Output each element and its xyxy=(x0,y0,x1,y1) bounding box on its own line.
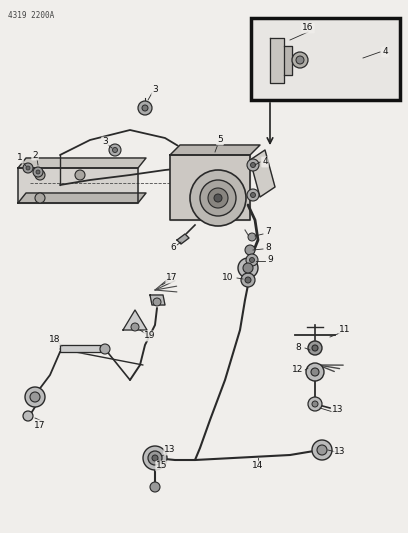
Polygon shape xyxy=(60,345,100,352)
Circle shape xyxy=(143,446,167,470)
Circle shape xyxy=(214,194,222,202)
Circle shape xyxy=(246,254,258,266)
Text: 2: 2 xyxy=(32,150,38,159)
Text: 19: 19 xyxy=(144,332,156,341)
Circle shape xyxy=(308,341,322,355)
Text: 14: 14 xyxy=(252,462,264,471)
Circle shape xyxy=(148,451,162,465)
Text: 15: 15 xyxy=(156,462,168,471)
Circle shape xyxy=(35,170,45,180)
Text: 4319 2200A: 4319 2200A xyxy=(8,11,54,20)
Circle shape xyxy=(250,257,255,262)
Circle shape xyxy=(248,233,256,241)
Text: 13: 13 xyxy=(332,406,344,415)
Circle shape xyxy=(153,298,161,306)
Text: 8: 8 xyxy=(295,343,301,352)
Polygon shape xyxy=(18,193,146,203)
Polygon shape xyxy=(270,38,284,83)
Circle shape xyxy=(25,387,45,407)
Text: 18: 18 xyxy=(49,335,61,344)
Circle shape xyxy=(312,440,332,460)
Circle shape xyxy=(109,144,121,156)
Circle shape xyxy=(100,344,110,354)
Circle shape xyxy=(190,170,246,226)
Circle shape xyxy=(247,159,259,171)
Circle shape xyxy=(200,180,236,216)
Circle shape xyxy=(317,445,327,455)
Circle shape xyxy=(238,258,258,278)
Circle shape xyxy=(36,170,40,174)
Text: 10: 10 xyxy=(222,273,234,282)
Circle shape xyxy=(26,166,30,170)
Circle shape xyxy=(308,397,322,411)
Text: 16: 16 xyxy=(302,23,314,33)
Circle shape xyxy=(142,105,148,111)
Circle shape xyxy=(138,101,152,115)
Circle shape xyxy=(245,245,255,255)
Polygon shape xyxy=(177,234,189,244)
Circle shape xyxy=(312,345,318,351)
Circle shape xyxy=(33,167,43,177)
Text: 11: 11 xyxy=(339,326,351,335)
Circle shape xyxy=(131,323,139,331)
Circle shape xyxy=(208,188,228,208)
Circle shape xyxy=(251,163,255,167)
Circle shape xyxy=(292,52,308,68)
Circle shape xyxy=(75,170,85,180)
Circle shape xyxy=(251,192,255,198)
Circle shape xyxy=(243,263,253,273)
Circle shape xyxy=(150,482,160,492)
Text: 4: 4 xyxy=(382,47,388,56)
Text: 9: 9 xyxy=(267,255,273,264)
Text: 3: 3 xyxy=(102,138,108,147)
Polygon shape xyxy=(123,310,147,330)
Polygon shape xyxy=(284,46,292,75)
Polygon shape xyxy=(170,145,260,155)
Bar xyxy=(251,18,400,100)
Circle shape xyxy=(30,392,40,402)
Text: 13: 13 xyxy=(164,446,176,455)
Text: 3: 3 xyxy=(152,85,158,94)
Polygon shape xyxy=(170,155,250,220)
Text: 5: 5 xyxy=(217,135,223,144)
Polygon shape xyxy=(250,150,275,197)
Circle shape xyxy=(23,163,33,173)
Circle shape xyxy=(312,401,318,407)
Circle shape xyxy=(23,411,33,421)
Circle shape xyxy=(245,277,251,283)
Text: 12: 12 xyxy=(292,366,304,375)
Text: 7: 7 xyxy=(265,228,271,237)
Circle shape xyxy=(306,363,324,381)
Circle shape xyxy=(113,148,118,152)
Polygon shape xyxy=(150,295,165,305)
Circle shape xyxy=(35,193,45,203)
Circle shape xyxy=(241,273,255,287)
Circle shape xyxy=(296,56,304,64)
Text: 4: 4 xyxy=(262,157,268,166)
Circle shape xyxy=(247,189,259,201)
Text: 8: 8 xyxy=(265,244,271,253)
Polygon shape xyxy=(18,168,138,203)
Text: 6: 6 xyxy=(170,244,176,253)
Circle shape xyxy=(152,455,158,461)
Text: 1: 1 xyxy=(17,154,23,163)
Text: 17: 17 xyxy=(166,273,178,282)
Text: 13: 13 xyxy=(334,448,346,456)
Polygon shape xyxy=(18,158,146,168)
Text: 17: 17 xyxy=(34,421,46,430)
Circle shape xyxy=(311,368,319,376)
